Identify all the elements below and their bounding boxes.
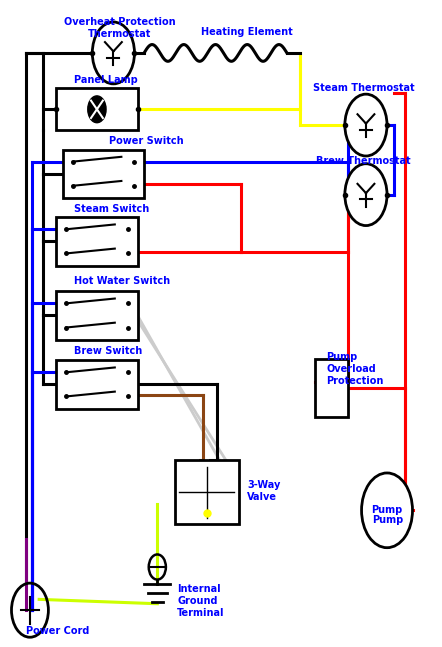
Text: Pump: Pump xyxy=(372,515,404,525)
Circle shape xyxy=(92,22,134,84)
Bar xyxy=(56,217,137,265)
Text: Heating Element: Heating Element xyxy=(202,27,293,37)
Text: Power Cord: Power Cord xyxy=(26,626,89,636)
Bar xyxy=(175,460,239,525)
Text: Steam Switch: Steam Switch xyxy=(74,204,149,214)
Text: Pump
Overload
Protection: Pump Overload Protection xyxy=(326,353,384,386)
Text: Overheat Protection
Thermostat: Overheat Protection Thermostat xyxy=(64,17,176,39)
Circle shape xyxy=(345,164,387,226)
Text: Power Switch: Power Switch xyxy=(109,137,183,146)
Text: Panel Lamp: Panel Lamp xyxy=(74,75,137,85)
Bar xyxy=(63,149,144,198)
Circle shape xyxy=(88,96,106,123)
Text: Steam Thermostat: Steam Thermostat xyxy=(313,83,415,93)
Text: Internal
Ground
Terminal: Internal Ground Terminal xyxy=(177,584,225,618)
Text: Pump: Pump xyxy=(371,505,403,515)
Circle shape xyxy=(362,473,412,548)
Text: Brew Switch: Brew Switch xyxy=(74,345,142,356)
Text: 3-Way
Valve: 3-Way Valve xyxy=(248,480,281,502)
Text: Hot Water Switch: Hot Water Switch xyxy=(74,276,170,286)
Circle shape xyxy=(345,94,387,156)
Bar xyxy=(56,89,137,130)
Bar xyxy=(56,360,137,408)
Bar xyxy=(316,359,348,417)
Bar xyxy=(56,291,137,340)
Text: Brew Thermostat: Brew Thermostat xyxy=(316,156,411,166)
